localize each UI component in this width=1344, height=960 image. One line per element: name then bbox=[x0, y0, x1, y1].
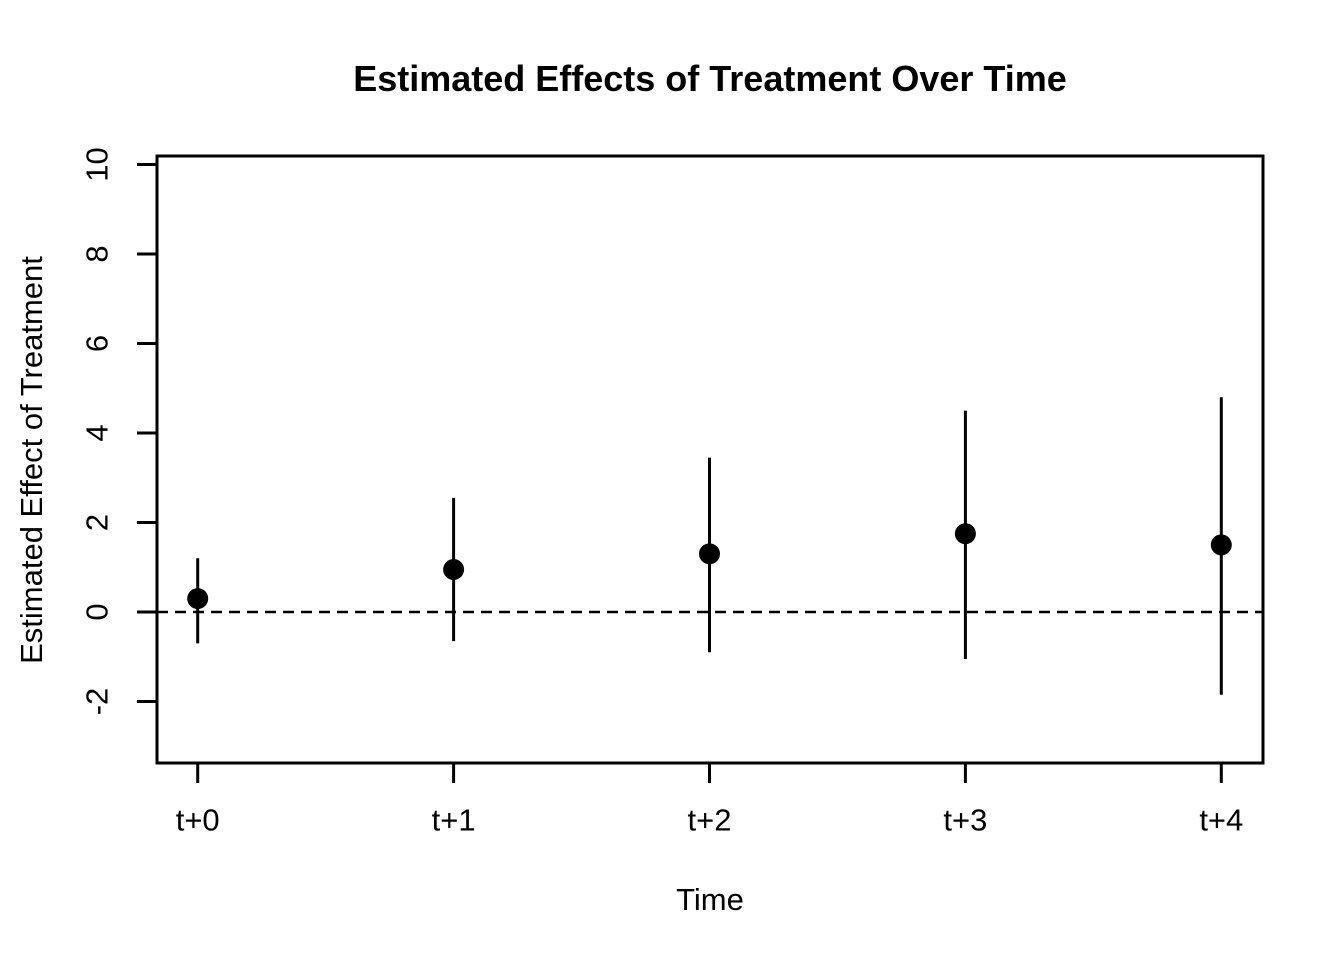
point-estimate bbox=[954, 523, 976, 545]
x-axis-label: Time bbox=[676, 882, 744, 917]
y-axis-tick-label: 2 bbox=[80, 514, 115, 531]
point-estimate bbox=[699, 543, 720, 565]
y-axis-tick-label: 4 bbox=[80, 424, 115, 441]
y-axis-tick-label: 6 bbox=[80, 335, 115, 352]
point-estimate bbox=[187, 588, 209, 610]
y-axis-tick-label: 8 bbox=[80, 245, 115, 262]
point-estimate bbox=[1210, 534, 1232, 556]
x-axis-tick-label: t+1 bbox=[432, 803, 476, 838]
y-axis-tick-label: 10 bbox=[80, 147, 115, 181]
y-axis-tick-label: -2 bbox=[80, 688, 115, 716]
x-axis-tick-label: t+4 bbox=[1199, 803, 1243, 838]
x-axis-tick-label: t+3 bbox=[943, 803, 987, 838]
y-axis-tick-label: 0 bbox=[80, 603, 115, 620]
chart-title: Estimated Effects of Treatment Over Time bbox=[353, 58, 1067, 99]
x-axis-tick-label: t+2 bbox=[688, 803, 732, 838]
x-axis-tick-label: t+0 bbox=[176, 803, 220, 838]
point-estimate bbox=[443, 558, 465, 580]
